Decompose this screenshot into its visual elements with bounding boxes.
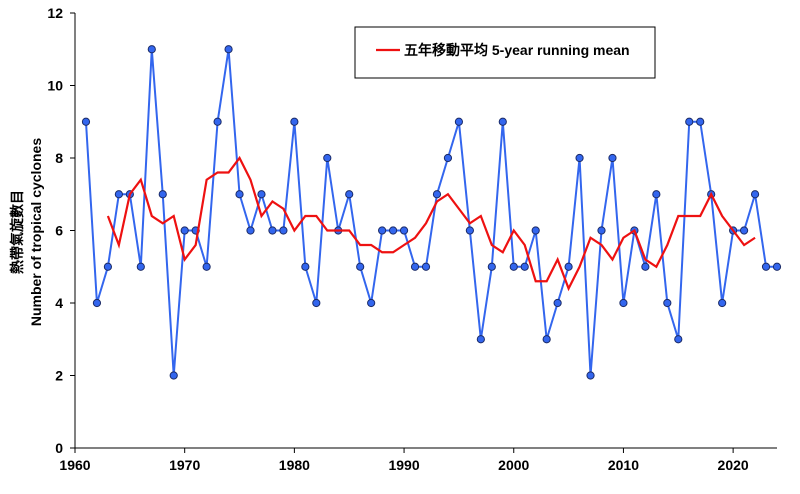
- data-point: [608, 153, 617, 163]
- data-point: [520, 262, 529, 271]
- data-point: [575, 153, 584, 163]
- data-point: [674, 335, 683, 344]
- data-point: [202, 262, 211, 271]
- data-point: [268, 226, 277, 235]
- y-tick-label: 10: [47, 78, 63, 94]
- y-tick-label: 12: [47, 5, 63, 21]
- data-point: [356, 262, 365, 271]
- data-point: [257, 190, 266, 199]
- data-point: [586, 371, 595, 380]
- data-point: [290, 117, 299, 126]
- data-point: [761, 262, 771, 271]
- data-point: [509, 262, 518, 271]
- data-point: [345, 190, 354, 199]
- data-point: [750, 190, 760, 199]
- data-point: [103, 262, 113, 271]
- data-point: [564, 262, 573, 271]
- data-point: [542, 335, 551, 344]
- y-tick-label: 2: [55, 368, 63, 384]
- data-point: [652, 190, 661, 199]
- data-point: [399, 226, 409, 235]
- x-tick-label: 1980: [279, 457, 310, 473]
- data-point: [114, 190, 123, 199]
- data-point: [367, 298, 376, 308]
- data-point: [696, 117, 705, 126]
- data-point: [246, 226, 255, 235]
- data-point: [663, 298, 672, 308]
- series-line: [84, 49, 777, 376]
- data-point: [465, 226, 474, 235]
- y-axis-label-zh: 熱帶氣旋數目: [9, 190, 25, 274]
- data-point: [312, 298, 321, 308]
- data-point: [619, 298, 628, 308]
- data-point: [224, 45, 233, 54]
- x-tick-label: 1970: [169, 457, 200, 473]
- x-tick-label: 1990: [388, 457, 419, 473]
- data-point: [739, 226, 749, 235]
- data-point: [553, 298, 562, 308]
- data-point: [772, 262, 782, 271]
- data-point: [476, 335, 485, 344]
- data-point: [498, 117, 507, 126]
- x-tick-label: 2010: [608, 457, 639, 473]
- data-point: [136, 262, 145, 271]
- data-point: [443, 153, 453, 163]
- data-point: [301, 262, 310, 271]
- x-tick-label: 1960: [59, 457, 90, 473]
- data-point: [92, 298, 102, 308]
- x-tick-label: 2020: [718, 457, 749, 473]
- y-axis-label-en: Number of tropical cyclones: [28, 138, 44, 326]
- y-tick-label: 4: [55, 295, 63, 311]
- data-point: [323, 153, 332, 163]
- data-point: [81, 117, 91, 126]
- y-axis-label: 熱帶氣旋數目 Number of tropical cyclones: [9, 138, 44, 326]
- data-point: [597, 226, 606, 235]
- data-point: [378, 226, 387, 235]
- data-point: [718, 298, 727, 308]
- legend-box: [354, 26, 656, 79]
- data-point: [454, 117, 464, 126]
- data-point: [147, 45, 156, 54]
- x-tick-label: 2000: [498, 457, 529, 473]
- y-tick-label: 8: [55, 150, 63, 166]
- data-point: [213, 117, 222, 126]
- data-point: [279, 226, 288, 235]
- data-point: [641, 262, 650, 271]
- legend: 五年移動平均 5-year running mean: [354, 26, 656, 79]
- data-point: [235, 190, 244, 199]
- data-point: [421, 262, 431, 271]
- data-point: [487, 262, 496, 271]
- y-tick-label: 6: [55, 223, 63, 239]
- data-point: [410, 262, 420, 271]
- data-point: [388, 226, 398, 235]
- data-point: [531, 226, 540, 235]
- data-point: [169, 371, 178, 380]
- series-line: [106, 155, 756, 292]
- legend-label: 五年移動平均 5-year running mean: [404, 42, 630, 58]
- data-point: [180, 226, 189, 235]
- y-tick-label: 0: [55, 440, 63, 456]
- data-point: [432, 190, 442, 199]
- data-point: [158, 190, 167, 199]
- data-point: [685, 117, 694, 126]
